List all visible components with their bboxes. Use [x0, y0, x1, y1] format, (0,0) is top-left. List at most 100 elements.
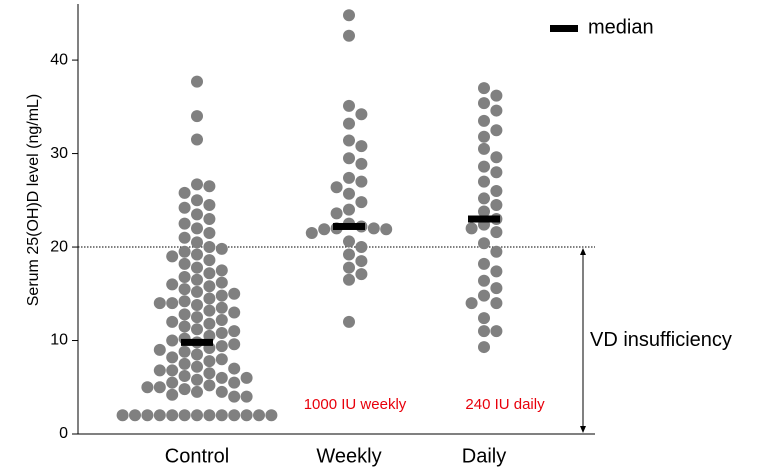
data-dot: [355, 255, 368, 268]
data-dot: [228, 409, 241, 422]
data-dot: [478, 257, 490, 270]
data-dot: [203, 241, 216, 254]
data-dot: [253, 409, 265, 422]
y-tick-label: 10: [50, 332, 68, 349]
data-dot: [228, 338, 241, 351]
y-tick-label: 30: [50, 145, 68, 162]
legend-swatch: [550, 25, 578, 32]
data-dot: [191, 75, 203, 88]
data-dot: [141, 381, 154, 394]
data-dot: [178, 283, 191, 296]
data-dot: [203, 280, 216, 293]
x-tick-label: Weekly: [316, 445, 381, 467]
data-dot: [203, 213, 216, 225]
data-dot: [178, 186, 191, 199]
data-dot: [178, 383, 191, 396]
threshold-label: VD insufficiency: [590, 329, 732, 351]
data-dot: [367, 222, 380, 235]
data-dot: [191, 273, 203, 286]
data-dot: [166, 250, 179, 263]
data-dot: [203, 198, 216, 211]
data-dot: [478, 325, 490, 338]
data-dot: [490, 265, 503, 278]
data-dot: [191, 285, 203, 298]
data-dot: [265, 409, 278, 422]
data-dot: [240, 371, 253, 384]
data-dot: [490, 124, 503, 137]
data-dot: [153, 364, 166, 377]
data-dot: [203, 292, 216, 305]
data-dot: [203, 227, 216, 240]
data-dot: [166, 388, 179, 401]
data-dot: [343, 187, 355, 200]
data-dot: [478, 237, 490, 250]
data-dot: [215, 301, 228, 314]
data-dot: [191, 133, 203, 146]
data-dot: [343, 29, 355, 42]
data-dot: [191, 222, 203, 235]
data-dot: [343, 273, 355, 286]
data-dot: [478, 274, 490, 287]
data-dot: [191, 178, 203, 191]
data-dot: [490, 282, 503, 295]
data-dot: [166, 334, 179, 347]
data-dot: [191, 360, 203, 373]
data-dot: [191, 373, 203, 386]
data-dot: [178, 320, 191, 333]
data-dot: [166, 376, 179, 389]
data-dot: [191, 323, 203, 336]
data-dot: [215, 327, 228, 340]
data-dot: [228, 325, 241, 338]
data-dot: [203, 409, 216, 422]
legend-label: median: [588, 16, 654, 38]
data-dot: [178, 270, 191, 283]
data-dot: [191, 299, 203, 311]
data-dot: [478, 160, 490, 173]
data-dot: [478, 82, 490, 95]
data-dot: [465, 297, 478, 310]
data-dot: [343, 315, 355, 328]
data-dot: [203, 254, 216, 267]
data-dot: [166, 364, 179, 377]
data-dot: [178, 345, 191, 358]
data-dot: [343, 171, 355, 184]
data-dot: [191, 248, 203, 261]
data-dot: [178, 370, 191, 383]
median-bar: [468, 215, 500, 223]
data-dot: [215, 340, 228, 353]
data-dot: [355, 108, 368, 121]
data-dot: [228, 362, 241, 375]
data-dot: [191, 348, 203, 361]
data-dot: [215, 353, 228, 366]
data-dot: [215, 313, 228, 326]
data-dot: [178, 308, 191, 321]
data-dot: [228, 306, 241, 319]
data-dot: [343, 248, 355, 261]
data-dot: [490, 198, 503, 211]
data-dot: [178, 357, 191, 370]
data-dot: [380, 223, 393, 236]
y-axis-label: Serum 25(OH)D level (ng/mL): [25, 94, 42, 307]
data-dot: [191, 385, 203, 398]
data-dot: [116, 409, 129, 422]
data-dot: [191, 110, 203, 123]
data-dot: [355, 196, 368, 209]
data-dot: [203, 367, 216, 380]
x-tick-label: Control: [165, 445, 229, 467]
data-dot: [153, 409, 166, 422]
data-dot: [343, 134, 355, 147]
data-dot: [343, 235, 355, 248]
data-dot: [215, 264, 228, 277]
data-dot: [153, 297, 166, 310]
data-dot: [490, 325, 503, 338]
data-dot: [355, 241, 368, 254]
y-tick-label: 20: [50, 238, 68, 255]
data-dot: [191, 261, 203, 274]
data-dot: [478, 312, 490, 325]
data-dot: [240, 409, 253, 422]
data-dot: [203, 180, 216, 193]
data-dot: [215, 409, 228, 422]
data-dot: [178, 409, 191, 422]
data-dot: [478, 289, 490, 302]
